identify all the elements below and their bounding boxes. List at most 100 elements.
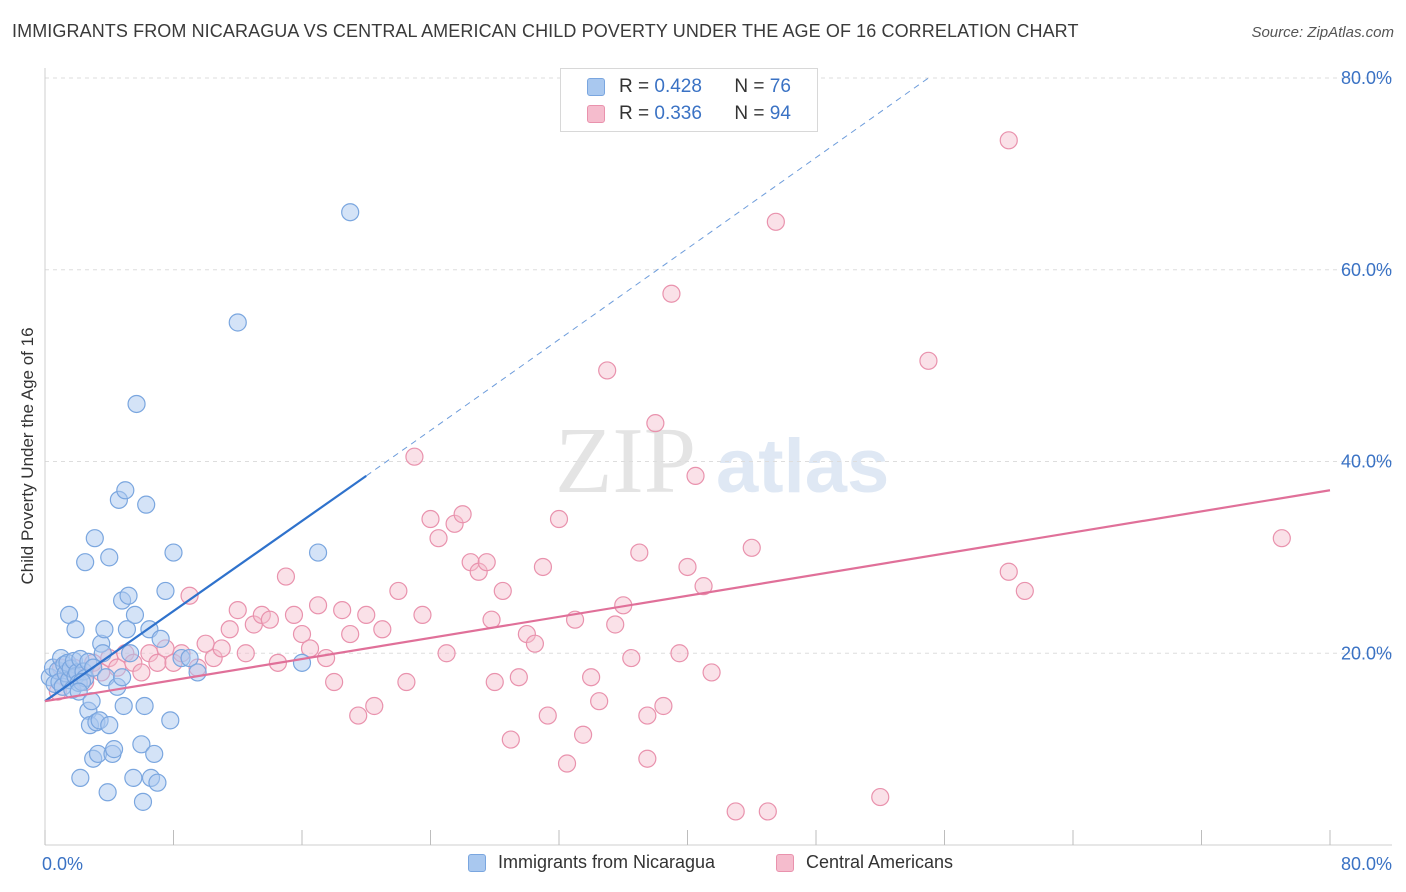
data-point-central-americans bbox=[694, 577, 713, 596]
data-point-central-americans bbox=[284, 605, 304, 625]
data-point-nicaragua bbox=[85, 529, 104, 548]
data-point-central-americans bbox=[598, 361, 617, 380]
data-point-central-americans bbox=[742, 538, 761, 557]
data-point-central-americans bbox=[148, 653, 167, 672]
data-point-nicaragua bbox=[127, 394, 146, 414]
data-point-central-americans bbox=[582, 668, 601, 687]
data-point-central-americans bbox=[260, 610, 279, 629]
data-point-central-americans bbox=[766, 212, 785, 231]
legend-n-value: 76 bbox=[769, 76, 791, 97]
y-tick-label: 20.0% bbox=[1341, 643, 1392, 663]
legend-r-label: R = bbox=[619, 103, 650, 124]
legend-swatch-nicaragua bbox=[587, 78, 605, 96]
data-point-central-americans bbox=[654, 696, 673, 716]
data-point-central-americans bbox=[638, 706, 657, 725]
data-point-nicaragua bbox=[135, 696, 154, 716]
data-point-nicaragua bbox=[71, 768, 90, 787]
data-point-nicaragua bbox=[114, 696, 133, 716]
data-point-nicaragua bbox=[137, 495, 156, 514]
data-point-central-americans bbox=[686, 466, 705, 485]
data-point-central-americans bbox=[325, 672, 344, 692]
data-point-nicaragua bbox=[95, 620, 114, 639]
legend-n-value: 94 bbox=[769, 103, 791, 124]
data-point-central-americans bbox=[397, 672, 416, 692]
data-point-central-americans bbox=[493, 581, 512, 601]
legend-swatch-central-americans bbox=[776, 853, 794, 872]
data-point-nicaragua bbox=[98, 783, 117, 802]
legend-item-central-americans: Central Americans bbox=[776, 852, 953, 873]
watermark-atlas: atlas bbox=[716, 424, 889, 509]
data-point-central-americans bbox=[276, 567, 296, 586]
data-point-nicaragua bbox=[188, 663, 207, 682]
data-point-central-americans bbox=[646, 414, 665, 433]
data-point-nicaragua bbox=[292, 653, 312, 672]
trend-lines bbox=[44, 77, 1331, 703]
source-label: Source: ZipAtlas.com bbox=[1251, 24, 1394, 41]
data-point-nicaragua bbox=[341, 203, 360, 222]
legend-r-label: R = bbox=[619, 76, 650, 97]
data-point-central-americans bbox=[525, 634, 545, 653]
data-point-nicaragua bbox=[119, 586, 138, 605]
legend-n-label: N = bbox=[734, 76, 765, 97]
data-point-central-americans bbox=[333, 601, 352, 620]
y-tick-label: 60.0% bbox=[1341, 260, 1392, 280]
legend-item-nicaragua: Immigrants from Nicaragua bbox=[468, 852, 715, 873]
data-point-central-americans bbox=[999, 131, 1018, 150]
data-point-central-americans bbox=[538, 706, 557, 725]
legend-n-label: N = bbox=[734, 103, 765, 124]
series-central-americans bbox=[48, 131, 1291, 821]
legend-row-nicaragua: R = 0.428 N = 76 bbox=[587, 74, 791, 100]
data-point-nicaragua bbox=[148, 773, 167, 792]
stats-legend: R = 0.428 N = 76 R = 0.336 N = 94 bbox=[560, 68, 818, 132]
data-point-nicaragua bbox=[125, 605, 145, 625]
data-point-nicaragua bbox=[112, 668, 132, 687]
data-point-central-americans bbox=[421, 509, 440, 529]
data-point-nicaragua bbox=[164, 543, 183, 562]
data-point-central-americans bbox=[573, 725, 593, 744]
data-point-nicaragua bbox=[151, 629, 170, 648]
data-point-central-americans bbox=[365, 696, 384, 716]
data-point-central-americans bbox=[357, 605, 376, 625]
trend-line-central-americans bbox=[44, 489, 1331, 703]
data-point-nicaragua bbox=[156, 581, 175, 601]
data-point-central-americans bbox=[606, 615, 625, 634]
data-point-central-americans bbox=[549, 509, 569, 529]
data-point-central-americans bbox=[373, 620, 392, 639]
data-point-nicaragua bbox=[132, 735, 151, 754]
data-point-central-americans bbox=[405, 447, 424, 466]
legend-r-value: 0.428 bbox=[654, 76, 702, 97]
data-point-nicaragua bbox=[161, 711, 180, 730]
trend-line-nicaragua bbox=[44, 474, 367, 703]
trend-extension-nicaragua bbox=[365, 77, 929, 477]
data-point-central-americans bbox=[180, 586, 199, 605]
data-point-central-americans bbox=[212, 639, 231, 658]
data-point-central-americans bbox=[557, 754, 577, 773]
data-point-nicaragua bbox=[116, 481, 135, 500]
data-point-central-americans bbox=[509, 668, 528, 687]
data-point-central-americans bbox=[662, 284, 681, 303]
x-tick-label: 0.0% bbox=[42, 854, 83, 874]
data-point-central-americans bbox=[437, 644, 456, 663]
data-point-central-americans bbox=[482, 610, 501, 629]
data-point-central-americans bbox=[1015, 581, 1034, 601]
data-point-nicaragua bbox=[100, 716, 119, 735]
legend-label-nicaragua: Immigrants from Nicaragua bbox=[498, 852, 716, 872]
y-tick-label: 40.0% bbox=[1341, 452, 1392, 472]
data-point-central-americans bbox=[228, 601, 247, 620]
data-point-central-americans bbox=[919, 351, 938, 370]
data-point-nicaragua bbox=[133, 792, 153, 811]
data-point-central-americans bbox=[429, 529, 448, 548]
data-point-nicaragua bbox=[228, 313, 247, 332]
data-point-central-americans bbox=[132, 663, 151, 682]
data-point-central-americans bbox=[533, 557, 553, 577]
data-point-central-americans bbox=[702, 663, 721, 682]
x-tick-label: 80.0% bbox=[1341, 854, 1392, 874]
legend-r-value: 0.336 bbox=[654, 103, 702, 124]
data-point-central-americans bbox=[236, 644, 255, 663]
data-point-central-americans bbox=[1272, 529, 1291, 548]
data-point-central-americans bbox=[389, 581, 408, 601]
legend-swatch-central-americans bbox=[587, 105, 605, 123]
data-point-nicaragua bbox=[93, 644, 112, 663]
data-point-nicaragua bbox=[76, 553, 95, 572]
